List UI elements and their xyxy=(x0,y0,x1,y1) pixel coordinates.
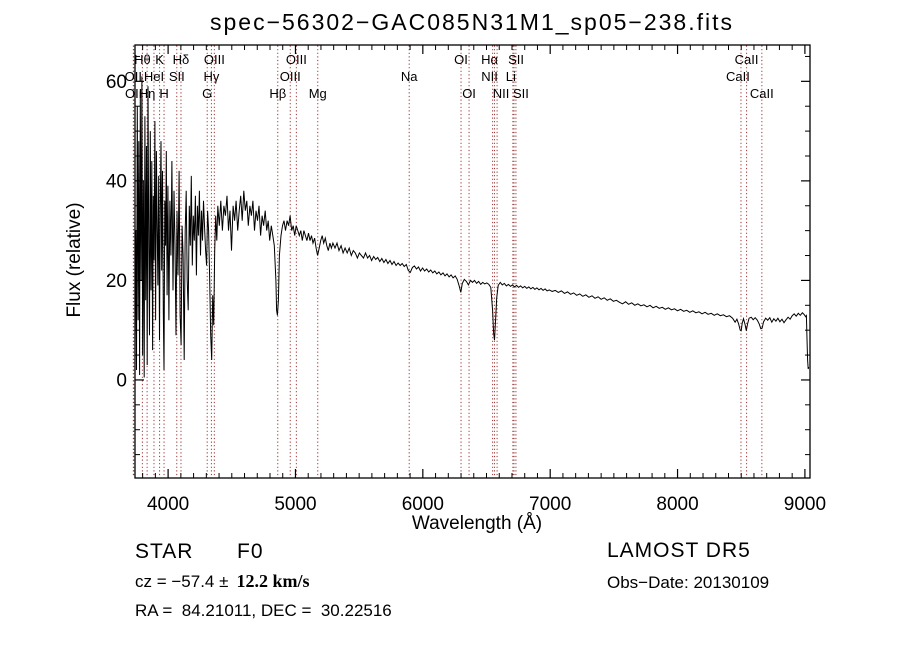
spectral-line-label: H xyxy=(159,86,168,101)
y-tick-label: 60 xyxy=(106,72,127,93)
spectral-line-label: CaII xyxy=(750,86,774,101)
plot-title: spec−56302−GAC085N31M1_sp05−238.fits xyxy=(210,9,734,35)
spectrum-trace-group xyxy=(135,76,810,378)
axes: 4000 5000 6000 7000 8000 9000 0 20 40 60 xyxy=(106,44,826,515)
spectral-line-label: NII xyxy=(493,86,510,101)
x-tick-label: 9000 xyxy=(784,494,826,515)
spectral-line-markers xyxy=(132,45,763,478)
spectral-line-label: Hθ xyxy=(134,52,151,67)
spectral-line-label: CaII xyxy=(735,52,759,67)
spectral-line-label: SII xyxy=(508,52,524,67)
subclass-label: F0 xyxy=(237,540,264,563)
spectral-line-label: K xyxy=(155,52,164,67)
y-tick-label: 20 xyxy=(106,271,127,292)
spectral-line-label: CaII xyxy=(726,69,750,84)
y-axis-label: Flux (relative) xyxy=(64,202,85,317)
spectral-line-label: OI xyxy=(454,52,468,67)
spectral-line-label: OI xyxy=(462,86,476,101)
spectral-line-label: OIII xyxy=(280,69,301,84)
x-tick-label: 5000 xyxy=(274,494,316,515)
x-tick-label: 6000 xyxy=(402,494,444,515)
cz-prefix: cz = −57.4 ± xyxy=(135,572,228,591)
x-tick-label: 7000 xyxy=(529,494,571,515)
obs-date-text: Obs−Date: 20130109 xyxy=(607,573,769,592)
x-tick-label: 8000 xyxy=(656,494,698,515)
spectrum-trace xyxy=(135,76,810,378)
spectral-line-label: Hη xyxy=(139,86,156,101)
spectral-line-labels: OIIOIIHθHηHeIKHSIIHδGHγOIIIHβOIIIOIIIMgN… xyxy=(125,52,774,101)
spectral-line-label: G xyxy=(202,86,212,101)
spectral-line-label: OIII xyxy=(286,52,307,67)
spectral-line-label: Hδ xyxy=(173,52,190,67)
x-tick-label: 4000 xyxy=(147,494,189,515)
spectral-line-label: NII xyxy=(481,69,498,84)
y-tick-label: 40 xyxy=(106,171,127,192)
spectral-line-label: Hα xyxy=(481,52,498,67)
spectral-line-label: Hγ xyxy=(203,69,219,84)
spectral-line-label: SII xyxy=(169,69,185,84)
survey-label: LAMOST DR5 xyxy=(607,539,751,562)
plot-frame xyxy=(134,44,811,479)
spectral-line-label: Mg xyxy=(309,86,327,101)
y-tick-label: 0 xyxy=(116,370,127,391)
spectral-line-label: OII xyxy=(125,69,142,84)
spectral-line-label: Na xyxy=(401,69,418,84)
cz-value: 12.2 km/s xyxy=(236,571,309,591)
radec-text: RA = 84.21011, DEC = 30.22516 xyxy=(135,601,392,620)
x-axis-label: Wavelength (Å) xyxy=(412,513,542,534)
spectral-line-label: OIII xyxy=(204,52,225,67)
cz-text: cz = −57.4 ± 12.2 km/s xyxy=(135,571,309,591)
spectral-line-label: Li xyxy=(506,69,516,84)
spectral-line-label: HeI xyxy=(144,69,164,84)
spectral-line-label: SII xyxy=(513,86,529,101)
classification-text: STAR F0 xyxy=(135,540,264,563)
spectral-line-label: OII xyxy=(125,86,142,101)
spectral-line-label: Hβ xyxy=(269,86,286,101)
class-label: STAR xyxy=(135,540,193,563)
